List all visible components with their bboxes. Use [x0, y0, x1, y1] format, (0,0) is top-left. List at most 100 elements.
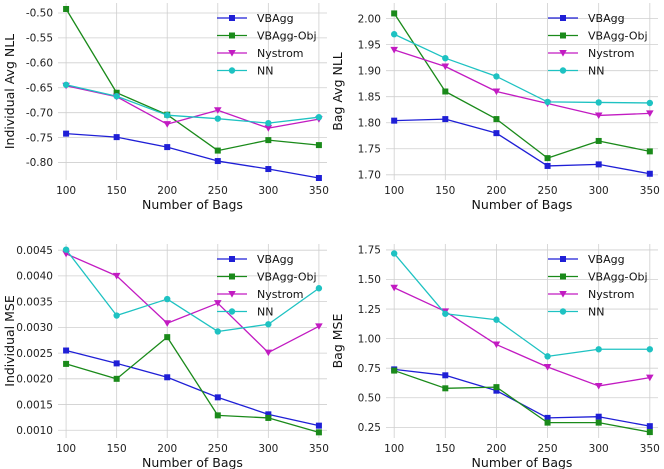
- data-point-nn: [164, 295, 171, 303]
- data-point-vbagg-obj: [544, 419, 551, 426]
- data-point-vbagg: [63, 130, 70, 137]
- series-line-nn: [65, 249, 320, 333]
- data-point-vbagg: [113, 134, 120, 141]
- legend-label-vbagg: VBAgg: [257, 12, 294, 25]
- data-point-vbagg: [442, 372, 449, 379]
- legend: VBAgg VBAgg-Obj Nystrom NN: [217, 12, 317, 78]
- x-tick-label: 150: [107, 185, 127, 197]
- series-vbagg-obj: [63, 334, 322, 436]
- legend-label-vbagg: VBAgg: [588, 253, 625, 266]
- y-tick-label: -0.75: [26, 132, 53, 144]
- data-point-nn: [265, 321, 272, 328]
- data-point-vbagg: [164, 374, 171, 381]
- x-axis-label: Number of Bags: [472, 197, 573, 212]
- data-point-vbagg: [391, 117, 398, 124]
- series-line-nn: [393, 253, 650, 358]
- plot-area: [58, 244, 327, 438]
- legend-marker-vbagg: [560, 256, 566, 262]
- legend-label-vbagg-obj: VBAgg-Obj: [257, 30, 317, 43]
- data-point-nystrom: [646, 110, 654, 117]
- series-line-vbagg-obj: [65, 8, 319, 152]
- legend: VBAgg VBAgg-Obj Nystrom NN: [548, 12, 648, 78]
- data-point-nn: [214, 115, 221, 122]
- legend-marker-nn: [228, 67, 236, 74]
- series-line-vbagg-obj: [393, 13, 650, 159]
- data-point-nn: [265, 119, 272, 127]
- subplot-1: 100 150 200 250 300 350 -0.80 -0.75 -0.70 -0.65 -0…: [2, 3, 329, 212]
- legend-marker-nn: [228, 308, 236, 315]
- y-tick-label: 1.75: [358, 143, 381, 155]
- x-tick-label: 200: [486, 185, 506, 197]
- legend-label-vbagg: VBAgg: [588, 12, 625, 25]
- y-tick-label: -0.80: [26, 157, 53, 169]
- legend: VBAgg VBAgg-Obj Nystrom NN: [217, 253, 317, 319]
- data-point-vbagg: [544, 162, 551, 169]
- data-point-vbagg-obj: [315, 142, 322, 149]
- plot-area: [58, 3, 327, 180]
- data-point-nystrom: [213, 300, 222, 307]
- legend-marker-vbagg-obj: [560, 32, 566, 39]
- subplot-3: 100 150 200 250 300 350 0.0010 0.0015 0.0020 0.00…: [2, 244, 329, 469]
- series-nn: [62, 246, 323, 335]
- y-tick-label: 0.0030: [16, 322, 53, 334]
- subplot-4: 100 150 200 250 300 350 0.25 0.50 0.75 1.00 1.25 1.…: [330, 244, 660, 469]
- x-tick-label: 350: [640, 443, 660, 455]
- data-point-nystrom: [213, 107, 222, 114]
- plot-area: [386, 244, 658, 438]
- series-line-vbagg: [394, 118, 650, 175]
- legend-label-nn: NN: [257, 306, 273, 319]
- data-point-nystrom: [264, 125, 273, 132]
- legend-label-nystrom: Nystrom: [588, 288, 635, 301]
- data-point-nn: [315, 285, 323, 292]
- data-point-vbagg: [315, 422, 322, 429]
- x-tick-label: 300: [589, 185, 609, 197]
- y-tick-label: -0.50: [26, 8, 53, 20]
- legend-marker-nn: [559, 67, 567, 74]
- data-point-nystrom: [543, 364, 552, 371]
- data-point-nn: [164, 111, 171, 119]
- data-point-nystrom: [492, 341, 501, 349]
- series-line-vbagg-obj: [393, 369, 650, 433]
- legend-marker-nystrom: [559, 291, 567, 298]
- data-point-nystrom: [315, 323, 323, 330]
- legend-label-nn: NN: [588, 306, 604, 319]
- legend-marker-nystrom: [559, 50, 567, 57]
- subplot-2: 100 150 200 250 300 350 1.70 1.75 1.80 1.85 1.90 1.…: [330, 3, 660, 212]
- x-tick-label: 350: [309, 185, 329, 197]
- series-nystrom: [390, 46, 654, 120]
- x-tick-label: 350: [640, 185, 660, 197]
- y-tick-label: 1.00: [358, 333, 381, 345]
- data-point-nn: [113, 312, 120, 319]
- y-tick-label: -0.60: [26, 58, 53, 70]
- legend-label-nystrom: Nystrom: [588, 47, 635, 60]
- legend-marker-nystrom: [228, 50, 236, 57]
- data-point-vbagg: [493, 130, 500, 137]
- series-vbagg: [391, 116, 653, 177]
- data-point-nn: [442, 310, 449, 317]
- x-tick-label: 150: [435, 185, 455, 197]
- data-point-nystrom: [112, 272, 121, 280]
- legend-label-nystrom: Nystrom: [257, 288, 304, 301]
- y-tick-label: 0.0025: [16, 348, 53, 360]
- y-tick-label: 0.75: [358, 363, 381, 375]
- data-point-vbagg-obj: [164, 334, 171, 341]
- data-point-vbagg: [595, 413, 602, 420]
- legend-label-vbagg: VBAgg: [257, 253, 294, 266]
- data-point-vbagg-obj: [214, 147, 221, 154]
- x-tick-label: 150: [435, 443, 455, 455]
- data-point-nn: [544, 353, 551, 360]
- series-vbagg-obj: [391, 10, 653, 162]
- data-point-vbagg-obj: [315, 429, 322, 436]
- data-point-nystrom: [264, 349, 273, 357]
- data-point-nn: [544, 98, 551, 106]
- data-point-nn: [493, 73, 500, 80]
- data-point-vbagg: [646, 423, 653, 430]
- data-point-nystrom: [390, 46, 398, 54]
- data-point-nn: [595, 346, 602, 353]
- series-vbagg-obj: [391, 367, 653, 436]
- y-tick-label: 2.00: [358, 13, 381, 25]
- data-point-vbagg: [164, 144, 171, 151]
- legend-marker-vbagg-obj: [229, 273, 235, 280]
- y-tick-label: 1.85: [358, 91, 381, 103]
